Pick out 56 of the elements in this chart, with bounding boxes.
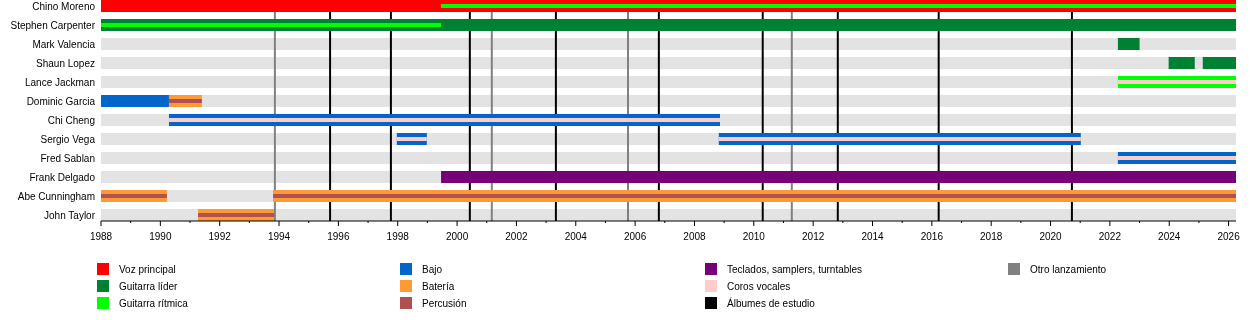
y-tick-label: John Taylor: [44, 210, 96, 221]
bar: [1117, 80, 1236, 84]
x-tick-label: 2000: [445, 231, 469, 242]
bar: [101, 95, 169, 107]
x-tick-label: 2002: [505, 231, 528, 242]
y-tick-label: Sergio Vega: [40, 134, 96, 145]
x-tick-label: 1992: [208, 231, 232, 242]
x-tick-label: 2024: [1158, 231, 1181, 242]
legend-label: Voz principal: [119, 264, 176, 275]
bar: [1117, 156, 1236, 160]
x-tick-label: 1988: [89, 231, 113, 242]
x-tick-label: 1990: [149, 231, 172, 242]
x-tick-label: 2018: [980, 231, 1003, 242]
bar: [1202, 57, 1236, 69]
bar: [1117, 38, 1140, 50]
bar: [718, 137, 1081, 141]
x-tick-label: 2012: [802, 231, 825, 242]
x-tick-label: 2020: [1039, 231, 1063, 242]
legend-label: Teclados, samplers, turntables: [727, 264, 863, 275]
y-tick-label: Abe Cunningham: [17, 191, 95, 202]
x-tick-label: 1998: [386, 231, 410, 242]
bar: [101, 194, 167, 198]
legend-label: Guitarra rítmica: [119, 298, 189, 309]
y-tick-label: Frank Delgado: [29, 172, 96, 183]
bar: [168, 99, 202, 103]
legend-label: Otro lanzamiento: [1030, 264, 1107, 275]
y-tick-label: Lance Jackman: [24, 77, 95, 88]
legend-label: Percusión: [422, 298, 467, 309]
x-tick-label: 2014: [861, 231, 885, 242]
bar: [441, 4, 1236, 8]
x-tick-label: 2026: [1217, 231, 1241, 242]
x-tick-label: 2022: [1098, 231, 1122, 242]
y-tick-label: Chino Moreno: [32, 1, 96, 12]
x-tick-label: 2010: [742, 231, 766, 242]
legend-label: Guitarra líder: [119, 281, 179, 292]
y-tick-label: Mark Valencia: [32, 39, 96, 50]
y-tick-label: Shaun Lopez: [36, 58, 95, 69]
legend-label: Coros vocales: [727, 281, 791, 292]
bar: [101, 23, 442, 27]
legend-label: Bajo: [422, 264, 443, 275]
x-tick-label: 2004: [564, 231, 588, 242]
legend-label: Batería: [422, 281, 455, 292]
x-tick-label: 2016: [920, 231, 944, 242]
x-tick-label: 2006: [623, 231, 647, 242]
bar: [168, 118, 720, 122]
y-tick-label: Dominic Garcia: [26, 96, 96, 107]
y-tick-label: Chi Cheng: [47, 115, 95, 126]
x-tick-label: 1994: [267, 231, 291, 242]
x-tick-label: 1996: [327, 231, 350, 242]
bar: [198, 213, 274, 217]
bar: [1168, 57, 1195, 69]
y-tick-label: Fred Sablan: [40, 153, 95, 164]
x-tick-label: 2008: [683, 231, 707, 242]
y-tick-label: Stephen Carpenter: [10, 20, 96, 31]
legend-label: Álbumes de estudio: [727, 297, 816, 309]
bar: [396, 137, 427, 141]
